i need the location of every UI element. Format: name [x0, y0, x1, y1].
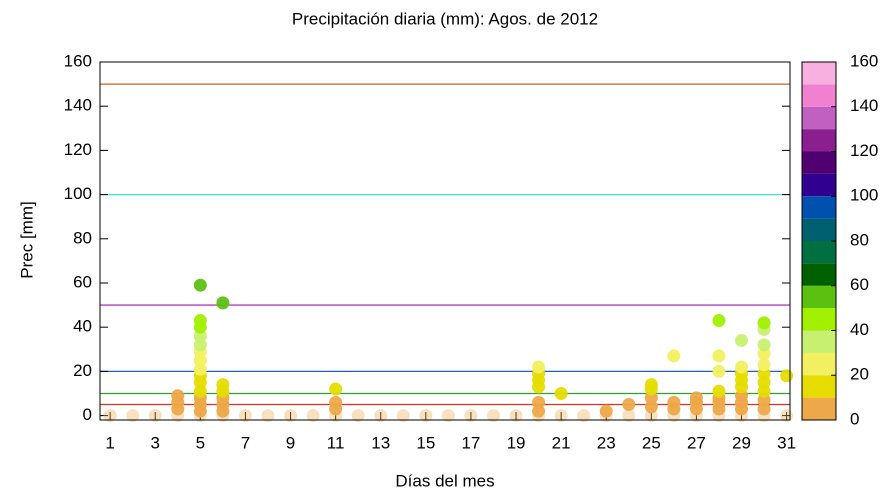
point [689, 391, 703, 405]
point [712, 364, 726, 378]
colorbar-segment [802, 263, 836, 286]
point [148, 409, 162, 423]
y-tick-label: 40 [73, 317, 92, 336]
colorbar-segment [802, 106, 836, 130]
colorbar-segment [802, 129, 836, 152]
x-tick-label: 17 [461, 433, 480, 452]
point [622, 409, 636, 423]
point [712, 314, 726, 328]
point [554, 409, 568, 423]
point [238, 409, 252, 423]
colorbar-tick-label: 160 [850, 51, 878, 70]
colorbar-tick-label: 40 [850, 320, 869, 339]
point [757, 358, 771, 372]
point [577, 409, 591, 423]
colorbar-segment [802, 62, 836, 85]
colorbar-segment [802, 375, 836, 398]
point [216, 378, 230, 392]
y-tick-label: 140 [64, 96, 92, 115]
point [599, 404, 613, 418]
colorbar-tick-label: 0 [850, 409, 859, 428]
point [644, 378, 658, 392]
point [306, 409, 320, 423]
point [284, 409, 298, 423]
point [351, 409, 365, 423]
point [486, 409, 500, 423]
plot-frame [99, 61, 791, 421]
x-tick-label: 15 [416, 433, 435, 452]
point [193, 314, 207, 328]
colorbar-segment [802, 352, 836, 376]
colorbar-tick-label: 100 [850, 186, 878, 205]
x-tick-label: 31 [777, 433, 796, 452]
x-tick-label: 25 [642, 433, 661, 452]
colorbar-tick-label: 20 [850, 365, 869, 384]
point [396, 409, 410, 423]
chart-title: Precipitación diaria (mm): Agos. de 2012 [292, 9, 598, 28]
x-tick-label: 13 [371, 433, 390, 452]
point [622, 398, 636, 412]
point [216, 296, 230, 310]
colorbar-segment [802, 151, 836, 174]
y-tick-label: 0 [83, 405, 92, 424]
y-tick-label: 120 [64, 140, 92, 159]
point [712, 349, 726, 363]
x-tick-label: 11 [327, 433, 345, 452]
point [171, 389, 185, 403]
x-tick-label: 21 [552, 433, 571, 452]
x-tick-label: 23 [597, 433, 616, 452]
colorbar-segment [802, 397, 836, 420]
colorbar-segment [802, 308, 836, 331]
point [757, 316, 771, 330]
colorbar-segment [802, 241, 836, 264]
colorbar-tick-label: 60 [850, 275, 869, 294]
x-tick-label: 7 [241, 433, 250, 452]
colorbar-segment [802, 84, 836, 107]
y-tick-label: 160 [64, 51, 92, 70]
colorbar-tick-label: 120 [850, 141, 878, 160]
point [532, 395, 546, 409]
point [667, 349, 681, 363]
point [103, 409, 117, 423]
colorbar-segment [802, 330, 836, 353]
y-tick-label: 80 [73, 228, 92, 247]
point [735, 360, 749, 374]
point [126, 409, 140, 423]
y-tick-label: 100 [64, 184, 92, 203]
point [193, 278, 207, 292]
point [329, 395, 343, 409]
point [532, 360, 546, 374]
colorbar-segment [802, 173, 836, 197]
point [374, 409, 388, 423]
point [757, 338, 771, 352]
y-tick-label: 20 [73, 361, 92, 380]
point [667, 395, 681, 409]
x-axis-label: Días del mes [395, 471, 494, 490]
point [780, 369, 794, 383]
x-tick-label: 3 [151, 433, 160, 452]
point [509, 409, 523, 423]
point [554, 386, 568, 400]
x-tick-label: 1 [105, 433, 114, 452]
colorbar-segment [802, 218, 836, 241]
point [464, 409, 478, 423]
y-axis-label: Prec [mm] [17, 201, 36, 278]
x-tick-label: 19 [507, 433, 526, 452]
colorbar-tick-label: 140 [850, 96, 878, 115]
x-tick-label: 27 [687, 433, 706, 452]
point [261, 409, 275, 423]
x-tick-label: 5 [196, 433, 205, 452]
x-tick-label: 29 [732, 433, 751, 452]
point [329, 382, 343, 396]
colorbar-segment [802, 196, 836, 219]
point [419, 409, 433, 423]
y-tick-label: 60 [73, 272, 92, 291]
point [712, 384, 726, 398]
colorbar-tick-label: 80 [850, 230, 869, 249]
x-tick-label: 9 [286, 433, 295, 452]
colorbar-segment [802, 285, 836, 309]
point [735, 333, 749, 347]
point [441, 409, 455, 423]
